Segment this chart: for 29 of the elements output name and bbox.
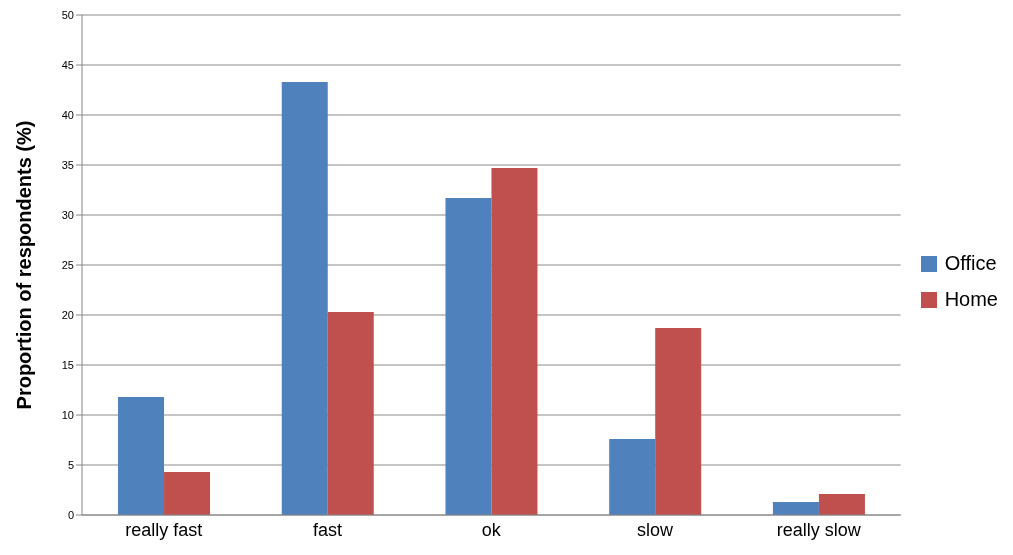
bar xyxy=(655,328,702,515)
x-tick-label: ok xyxy=(481,519,502,540)
x-tick-label: really fast xyxy=(125,519,203,540)
legend-label: Home xyxy=(944,288,998,311)
y-tick-label: 15 xyxy=(61,358,74,371)
y-tick-label: 40 xyxy=(61,108,74,121)
y-tick-label: 20 xyxy=(61,308,74,321)
bar xyxy=(281,82,328,515)
y-tick-label: 10 xyxy=(61,408,74,421)
bar xyxy=(491,168,538,515)
x-tick-label: slow xyxy=(637,519,675,540)
y-tick-label: 45 xyxy=(61,58,74,71)
y-tick-label: 0 xyxy=(67,508,74,521)
x-tick-label: really slow xyxy=(776,519,862,540)
legend-label: Office xyxy=(944,252,997,275)
y-tick-label: 25 xyxy=(61,258,74,271)
bar xyxy=(772,502,819,515)
bar xyxy=(164,472,211,515)
bar xyxy=(609,439,656,515)
bar xyxy=(818,494,865,515)
bar xyxy=(327,312,374,515)
y-tick-label: 50 xyxy=(61,8,74,21)
y-tick-label: 30 xyxy=(61,208,74,221)
bar xyxy=(118,397,165,515)
x-tick-label: fast xyxy=(313,519,343,540)
bar xyxy=(445,198,492,515)
y-tick-label: 5 xyxy=(67,458,74,471)
y-tick-label: 35 xyxy=(61,158,74,171)
y-axis-title: Proportion of respondents (%) xyxy=(13,120,36,410)
